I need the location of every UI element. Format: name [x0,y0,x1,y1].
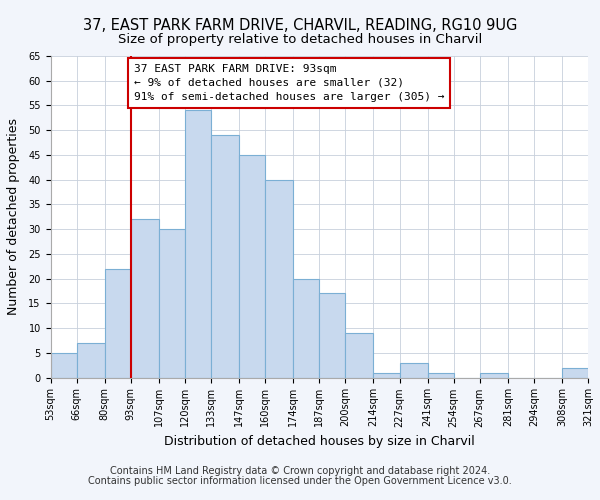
Text: 37, EAST PARK FARM DRIVE, CHARVIL, READING, RG10 9UG: 37, EAST PARK FARM DRIVE, CHARVIL, READI… [83,18,517,32]
Bar [50,353,77,378]
Text: Size of property relative to detached houses in Charvil: Size of property relative to detached ho… [118,32,482,46]
Text: Contains HM Land Registry data © Crown copyright and database right 2024.: Contains HM Land Registry data © Crown c… [110,466,490,476]
Bar [480,372,508,378]
Y-axis label: Number of detached properties: Number of detached properties [7,118,20,315]
Bar [265,180,293,378]
Bar [428,372,454,378]
Bar [346,333,373,378]
Bar [77,343,104,378]
Text: 37 EAST PARK FARM DRIVE: 93sqm
← 9% of detached houses are smaller (32)
91% of s: 37 EAST PARK FARM DRIVE: 93sqm ← 9% of d… [134,64,445,102]
Text: Contains public sector information licensed under the Open Government Licence v3: Contains public sector information licen… [88,476,512,486]
Bar [211,135,239,378]
Bar [185,110,211,378]
Bar [159,229,185,378]
Bar [562,368,588,378]
X-axis label: Distribution of detached houses by size in Charvil: Distribution of detached houses by size … [164,435,475,448]
Bar [293,278,319,378]
Bar [104,268,131,378]
Bar [373,372,400,378]
Bar [239,155,265,378]
Bar [131,219,159,378]
Bar [319,294,346,378]
Bar [400,362,428,378]
